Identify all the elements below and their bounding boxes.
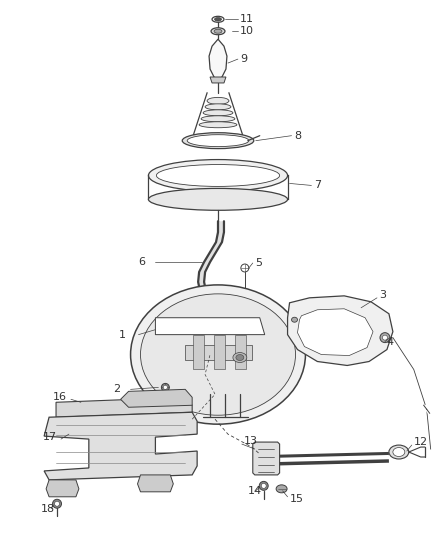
Ellipse shape <box>131 285 305 424</box>
Ellipse shape <box>233 352 247 362</box>
Ellipse shape <box>201 116 235 122</box>
Ellipse shape <box>393 448 405 456</box>
Ellipse shape <box>259 481 268 490</box>
Polygon shape <box>193 335 204 369</box>
Polygon shape <box>204 316 222 332</box>
Ellipse shape <box>55 501 60 506</box>
Ellipse shape <box>205 104 231 110</box>
Ellipse shape <box>380 333 390 343</box>
Ellipse shape <box>141 294 296 415</box>
Polygon shape <box>46 480 79 497</box>
Text: 7: 7 <box>314 181 321 190</box>
Ellipse shape <box>389 445 409 459</box>
Text: 11: 11 <box>240 14 254 25</box>
Ellipse shape <box>148 188 288 211</box>
Polygon shape <box>297 309 373 356</box>
Text: 3: 3 <box>379 290 386 300</box>
Polygon shape <box>210 77 226 83</box>
Ellipse shape <box>187 135 249 147</box>
Ellipse shape <box>214 29 222 33</box>
Text: 12: 12 <box>414 437 428 447</box>
Text: 2: 2 <box>113 384 120 394</box>
Ellipse shape <box>199 122 237 128</box>
Ellipse shape <box>163 385 167 389</box>
Polygon shape <box>44 412 197 480</box>
Ellipse shape <box>241 264 249 272</box>
Ellipse shape <box>292 317 297 322</box>
Ellipse shape <box>382 335 388 340</box>
Polygon shape <box>235 335 246 369</box>
Text: 8: 8 <box>294 131 302 141</box>
Ellipse shape <box>148 159 288 191</box>
Text: 13: 13 <box>244 436 258 446</box>
Ellipse shape <box>203 110 233 116</box>
Polygon shape <box>214 335 225 369</box>
Polygon shape <box>120 389 192 407</box>
Text: 1: 1 <box>119 329 126 340</box>
Text: 10: 10 <box>240 26 254 36</box>
Text: 5: 5 <box>255 258 262 268</box>
Polygon shape <box>185 345 252 360</box>
Text: 17: 17 <box>43 432 57 442</box>
Polygon shape <box>288 296 393 366</box>
Ellipse shape <box>215 18 222 21</box>
Text: 18: 18 <box>41 504 55 514</box>
Text: 9: 9 <box>240 54 247 64</box>
Ellipse shape <box>182 133 254 149</box>
Text: 16: 16 <box>53 392 67 402</box>
Ellipse shape <box>156 165 279 187</box>
Polygon shape <box>198 221 224 316</box>
Ellipse shape <box>236 354 244 360</box>
Text: 15: 15 <box>290 494 304 504</box>
Polygon shape <box>253 442 279 475</box>
Text: 14: 14 <box>248 486 262 496</box>
Ellipse shape <box>212 17 224 22</box>
Polygon shape <box>56 397 192 417</box>
Ellipse shape <box>276 485 287 493</box>
Ellipse shape <box>210 325 216 330</box>
Text: 6: 6 <box>138 257 145 267</box>
Ellipse shape <box>261 483 266 488</box>
Polygon shape <box>155 318 265 335</box>
Polygon shape <box>209 39 227 80</box>
Text: 4: 4 <box>387 337 394 346</box>
Polygon shape <box>138 475 173 492</box>
Ellipse shape <box>161 383 170 391</box>
Ellipse shape <box>53 499 61 508</box>
Ellipse shape <box>207 98 229 104</box>
Ellipse shape <box>211 28 225 35</box>
